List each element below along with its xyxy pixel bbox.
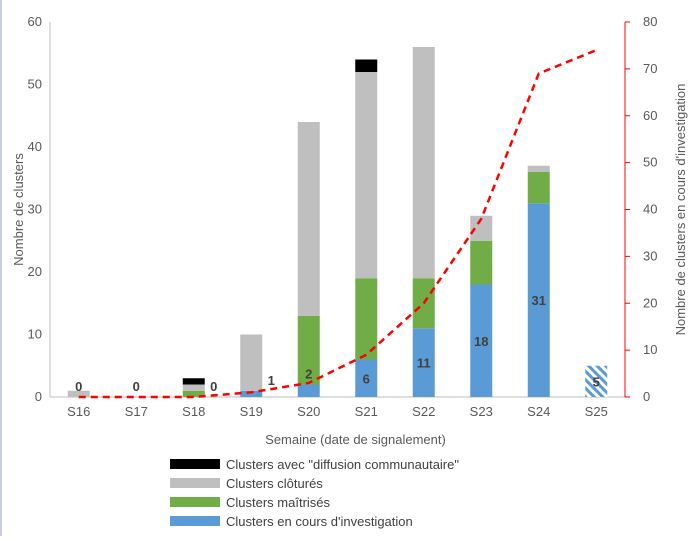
data-label: 31 bbox=[532, 293, 546, 308]
y2-tick-label: 50 bbox=[643, 155, 657, 170]
data-label: 18 bbox=[474, 334, 488, 349]
y2-tick-label: 20 bbox=[643, 295, 657, 310]
bar-segment bbox=[183, 378, 205, 384]
bar-segment bbox=[240, 335, 262, 391]
x-tick-label: S20 bbox=[297, 404, 320, 419]
x-tick-label: S18 bbox=[182, 404, 205, 419]
bar-segment bbox=[528, 172, 550, 203]
y2-tick-label: 80 bbox=[643, 14, 657, 29]
legend-swatch bbox=[170, 459, 220, 469]
data-label: 2 bbox=[305, 367, 312, 382]
x-tick-label: S22 bbox=[412, 404, 435, 419]
data-label: 0 bbox=[133, 379, 140, 394]
x-tick-label: S24 bbox=[527, 404, 550, 419]
legend-swatch bbox=[170, 497, 220, 507]
x-tick-label: S19 bbox=[240, 404, 263, 419]
x-tick-label: S16 bbox=[67, 404, 90, 419]
data-label: 1 bbox=[268, 373, 275, 388]
legend-label: Clusters clôturés bbox=[226, 476, 323, 491]
line-series bbox=[79, 50, 597, 397]
frame-border bbox=[0, 0, 2, 536]
legend-label: Clusters avec "diffusion communautaire" bbox=[226, 457, 459, 472]
bars-group bbox=[68, 47, 608, 397]
y2-tick-label: 10 bbox=[643, 342, 657, 357]
x-axis-title: Semaine (date de signalement) bbox=[265, 432, 446, 447]
y-tick-label: 40 bbox=[28, 139, 42, 154]
data-label: 0 bbox=[210, 379, 217, 394]
y2-tick-label: 60 bbox=[643, 108, 657, 123]
y-tick-label: 10 bbox=[28, 327, 42, 342]
bar-segment bbox=[528, 166, 550, 172]
data-label: 5 bbox=[593, 374, 600, 389]
legend-label: Clusters maîtrisés bbox=[226, 495, 331, 510]
legend-swatch bbox=[170, 478, 220, 488]
y2-axis-title: Nombre de clusters en cours d'investigat… bbox=[673, 84, 688, 336]
x-tick-label: S17 bbox=[125, 404, 148, 419]
y-tick-label: 0 bbox=[35, 389, 42, 404]
y2-tick-label: 70 bbox=[643, 61, 657, 76]
y-axis-title: Nombre de clusters bbox=[11, 153, 26, 266]
y-tick-label: 50 bbox=[28, 77, 42, 92]
bar-segment bbox=[298, 385, 320, 398]
bar-segment bbox=[355, 60, 377, 73]
labels-group: 0 0 0 1 2 6 11 18 31 5 bbox=[75, 293, 600, 394]
bar-segment bbox=[355, 72, 377, 278]
bar-segment bbox=[183, 385, 205, 391]
y-tick-label: 20 bbox=[28, 264, 42, 279]
data-label: 11 bbox=[417, 356, 431, 371]
x-tick-label: S25 bbox=[585, 404, 608, 419]
legend-swatch bbox=[170, 516, 220, 526]
line-group bbox=[79, 50, 597, 397]
y-tick-label: 30 bbox=[28, 202, 42, 217]
data-label: 0 bbox=[75, 379, 82, 394]
data-label: 6 bbox=[363, 371, 370, 386]
legend-label: Clusters en cours d'investigation bbox=[226, 514, 413, 529]
bar-segment bbox=[298, 122, 320, 316]
x-tick-label: S23 bbox=[470, 404, 493, 419]
y2-tick-label: 0 bbox=[643, 389, 650, 404]
bar-segment bbox=[470, 241, 492, 285]
legend-group: Clusters avec "diffusion communautaire" C… bbox=[170, 457, 459, 529]
y-tick-label: 60 bbox=[28, 14, 42, 29]
y2-tick-label: 30 bbox=[643, 248, 657, 263]
bar-segment bbox=[413, 47, 435, 278]
x-tick-label: S21 bbox=[355, 404, 378, 419]
y2-tick-label: 40 bbox=[643, 202, 657, 217]
